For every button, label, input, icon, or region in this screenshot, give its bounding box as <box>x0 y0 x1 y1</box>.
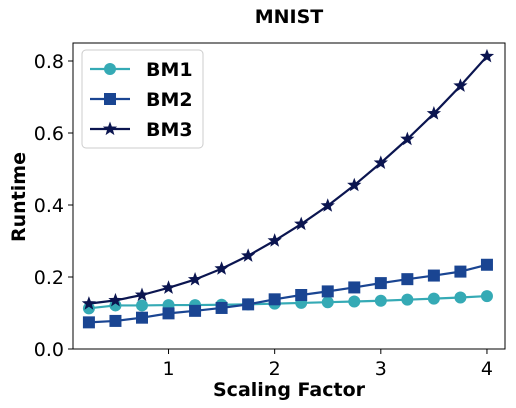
data-point-bm2 <box>135 311 148 324</box>
data-point-bm3 <box>161 280 176 294</box>
data-point-bm2 <box>348 281 361 294</box>
data-point-bm2 <box>295 289 308 301</box>
plot-area <box>81 48 495 329</box>
series-bm3 <box>81 48 495 310</box>
x-tick-label: 1 <box>162 358 174 380</box>
data-point-bm2 <box>268 293 281 306</box>
data-point-bm1 <box>480 290 493 303</box>
chart-title: MNIST <box>255 6 324 28</box>
data-point-bm1 <box>401 293 414 306</box>
data-point-bm3 <box>81 296 97 310</box>
axes: 1 2 3 4 0.0 0.2 0.4 0.6 0.8 <box>34 42 506 380</box>
data-point-bm3 <box>134 287 150 302</box>
legend-marker <box>102 121 118 136</box>
data-point-bm1 <box>348 295 361 308</box>
data-point-bm2 <box>162 307 175 320</box>
data-point-bm3 <box>294 216 309 231</box>
x-tick-label: 3 <box>375 358 387 380</box>
data-point-bm2 <box>321 285 334 298</box>
data-point-bm2 <box>480 258 493 271</box>
legend-marker <box>104 93 116 105</box>
data-point-bm2 <box>189 304 202 317</box>
data-point-bm3 <box>241 248 256 262</box>
data-point-bm3 <box>320 198 335 212</box>
legend-label: BM1 <box>146 59 193 81</box>
y-tick-label: 0.8 <box>34 51 64 73</box>
data-point-bm2 <box>427 269 440 282</box>
legend-entry-bm2: BM2 <box>90 89 193 111</box>
data-point-bm2 <box>401 273 414 286</box>
data-point-bm1 <box>321 296 334 309</box>
legend-entry-bm1: BM1 <box>90 59 193 81</box>
data-point-bm3 <box>453 78 468 92</box>
plot-frame <box>72 42 506 350</box>
data-point-bm3 <box>426 106 442 120</box>
data-point-bm2 <box>374 277 387 290</box>
x-tick-label: 2 <box>269 358 281 380</box>
x-axis-label: Scaling Factor <box>213 379 366 401</box>
x-tick-label: 4 <box>481 358 493 380</box>
legend-label: BM2 <box>146 89 193 111</box>
data-point-bm1 <box>454 291 467 304</box>
data-point-bm2 <box>215 301 228 314</box>
data-point-bm3 <box>347 177 362 192</box>
data-point-bm3 <box>400 131 415 146</box>
data-point-bm2 <box>109 314 122 327</box>
series-bm2 <box>82 258 493 329</box>
y-tick-label: 0.0 <box>34 339 64 361</box>
y-tick-label: 0.4 <box>34 195 64 217</box>
data-point-bm3 <box>187 272 203 286</box>
legend: BM1 BM2 BM3 <box>81 49 204 149</box>
series-line-bm3 <box>88 55 488 305</box>
legend-entry-bm3: BM3 <box>90 119 193 141</box>
series-line-bm1 <box>88 294 488 310</box>
data-point-bm3 <box>214 261 229 275</box>
data-point-bm3 <box>479 48 495 63</box>
data-point-bm2 <box>82 316 95 329</box>
data-point-bm3 <box>373 155 388 169</box>
data-point-bm1 <box>135 299 148 312</box>
legend-marker <box>104 63 116 75</box>
series-line-bm2 <box>88 263 488 324</box>
data-point-bm1 <box>427 292 440 305</box>
data-point-bm2 <box>454 265 467 278</box>
data-point-bm3 <box>108 292 123 307</box>
legend-label: BM3 <box>146 119 193 141</box>
data-point-bm1 <box>374 294 387 307</box>
y-tick-label: 0.6 <box>34 123 64 145</box>
data-point-bm2 <box>242 298 255 311</box>
data-point-bm3 <box>267 233 282 247</box>
y-tick-label: 0.2 <box>34 267 64 289</box>
y-axis-label: Runtime <box>8 152 30 242</box>
